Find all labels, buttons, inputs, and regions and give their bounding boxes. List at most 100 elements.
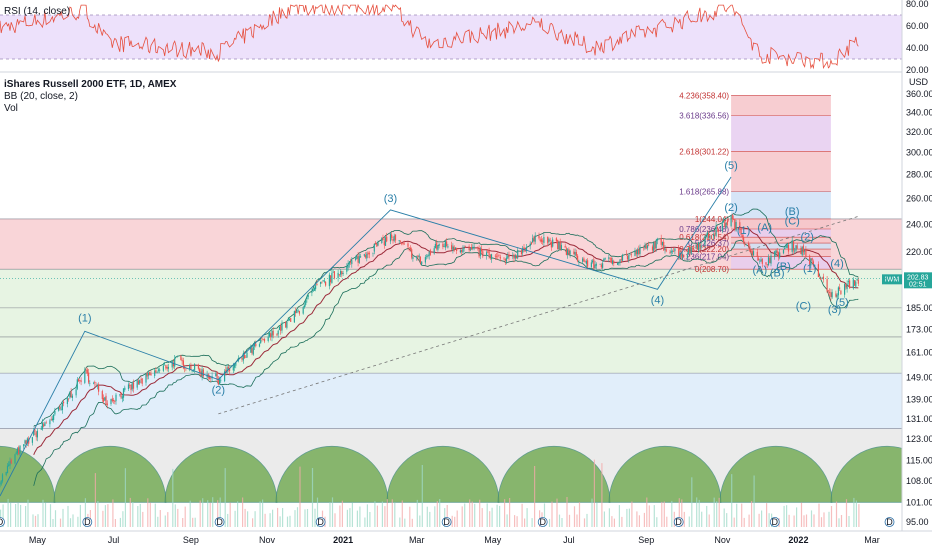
volume-bar	[446, 505, 448, 527]
volume-bar	[611, 516, 613, 527]
candle-body	[322, 280, 324, 282]
candle-body	[252, 346, 254, 355]
candle-body	[330, 275, 332, 283]
candle-body	[96, 385, 98, 387]
volume-bar	[696, 497, 698, 527]
candle-body	[8, 464, 10, 466]
candle-body	[829, 291, 831, 293]
volume-bar	[653, 505, 655, 527]
candle-body	[313, 287, 315, 291]
candle-body	[366, 253, 368, 259]
candle-body	[94, 381, 96, 384]
candle-body	[355, 258, 357, 260]
volume-bar	[209, 502, 211, 527]
candle-body	[661, 241, 664, 245]
candle-body	[428, 252, 430, 256]
volume-bar	[189, 500, 191, 527]
candle-body	[120, 392, 122, 398]
candle-body	[805, 249, 807, 257]
candle-body	[590, 262, 592, 267]
candle-body	[403, 243, 405, 245]
volume-bar	[159, 510, 161, 527]
volume-bar	[234, 510, 236, 527]
volume-bar	[346, 509, 348, 527]
volume-bar	[531, 518, 533, 527]
candle-body	[479, 249, 481, 256]
bb-legend[interactable]: BB (20, close, 2)	[4, 91, 78, 102]
candle-body	[114, 401, 116, 402]
candle-body	[351, 260, 353, 265]
volume-bar	[499, 505, 501, 527]
wave-label: (5)	[724, 160, 737, 172]
candle-body	[295, 310, 297, 313]
candle-body	[184, 368, 186, 369]
candle-body	[473, 246, 475, 248]
vol-legend[interactable]: Vol	[4, 103, 18, 114]
candle-body	[514, 255, 516, 259]
fib-label-5: 0.786(236.48)	[679, 225, 729, 234]
candle-body	[469, 248, 471, 251]
candle-body	[575, 252, 577, 256]
rsi-legend[interactable]: RSI (14, close)	[4, 6, 71, 17]
candle-body	[368, 253, 370, 255]
candle-body	[540, 239, 542, 242]
candle-body	[446, 241, 448, 247]
candle-body	[79, 380, 81, 381]
time-tick: Mar	[409, 535, 425, 545]
candle-body	[674, 248, 676, 252]
volume-bar	[534, 466, 536, 527]
candle-body	[721, 223, 723, 231]
candle-body	[488, 251, 490, 255]
candle-body	[760, 259, 762, 262]
candle-body	[595, 263, 597, 266]
candle-body	[593, 259, 595, 269]
candle-body	[192, 370, 194, 372]
symbol-legend[interactable]: iShares Russell 2000 ETF, 1D, AMEX	[4, 79, 177, 90]
candle-body	[182, 360, 184, 369]
candle-body	[839, 287, 841, 290]
candle-body	[691, 248, 693, 250]
volume-bar	[227, 513, 229, 527]
candle-body	[543, 237, 545, 243]
price-tick: 95.00	[906, 517, 929, 527]
candle-body	[651, 246, 654, 251]
volume-bar	[678, 498, 680, 527]
volume-bar	[628, 508, 630, 527]
volume-bar	[329, 502, 331, 527]
candle-body	[529, 243, 531, 247]
candle-body	[399, 240, 402, 242]
volume-bar	[698, 499, 700, 527]
volume-bar	[254, 511, 256, 527]
candle-body	[723, 220, 725, 223]
candle-body	[459, 250, 461, 253]
candle-body	[145, 373, 147, 383]
candle-body	[347, 263, 349, 268]
candle-body	[643, 248, 645, 250]
volume-bar	[768, 513, 770, 527]
candle-body	[156, 372, 158, 373]
candle-body	[836, 294, 838, 298]
candle-body	[131, 383, 133, 390]
volume-bar	[212, 497, 214, 527]
volume-bar	[237, 501, 239, 527]
volume-bar	[434, 506, 436, 527]
volume-bar	[59, 518, 62, 527]
volume-bar	[107, 504, 109, 527]
volume-bar	[426, 506, 428, 527]
candle-body	[296, 310, 298, 314]
candle-body	[360, 256, 362, 258]
candle-body	[725, 223, 727, 228]
volume-bar	[701, 511, 703, 527]
candle-body	[567, 249, 569, 255]
candle-body	[820, 278, 822, 280]
candle-body	[401, 243, 403, 244]
candle-body	[670, 250, 672, 253]
candle-body	[453, 246, 455, 251]
candle-body	[154, 370, 156, 376]
candle-body	[381, 237, 383, 243]
volume-bar	[810, 510, 813, 527]
volume-bar	[122, 511, 124, 527]
candle-body	[367, 252, 369, 255]
candle-body	[523, 247, 525, 250]
candle-body	[522, 247, 524, 253]
